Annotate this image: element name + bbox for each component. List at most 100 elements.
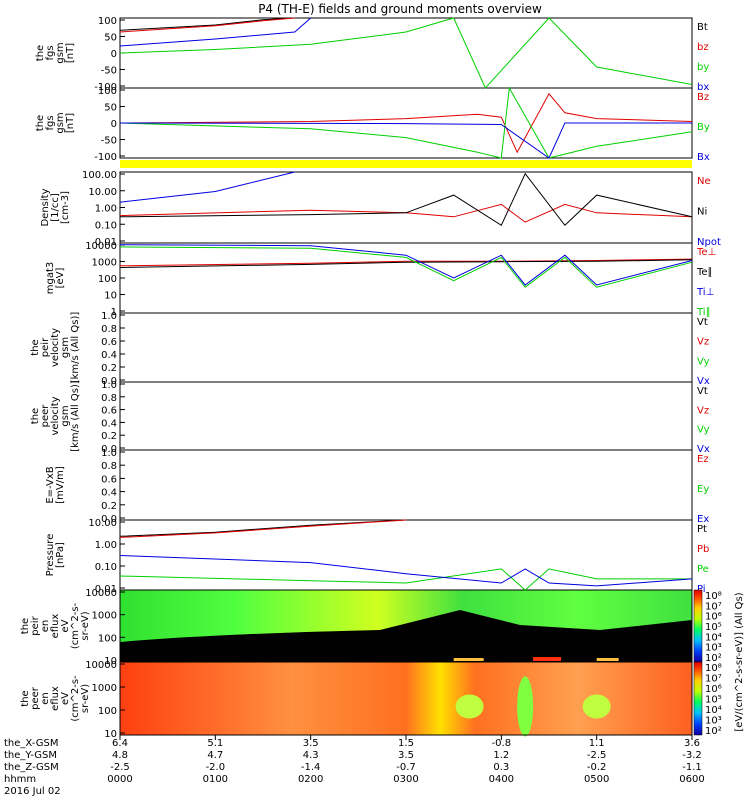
ytick-label: -50 bbox=[101, 136, 117, 147]
ytick-label: 100 bbox=[98, 16, 117, 27]
ytick-label: -100 bbox=[94, 82, 117, 93]
panel-frame-p8 bbox=[119, 519, 693, 591]
trace-Ti∥ bbox=[119, 246, 693, 288]
colorbar-tick: 10⁴ bbox=[705, 705, 722, 716]
ylabel-line: fgs bbox=[45, 45, 56, 60]
ylabel-line: (cm^2-s- bbox=[70, 602, 81, 649]
legend-Bx: Bx bbox=[697, 152, 710, 163]
bottom-value: 4.3 bbox=[303, 750, 319, 761]
ytick-label: 1000 bbox=[92, 683, 117, 694]
legend-by: by bbox=[697, 62, 709, 73]
bottom-value: 3.5 bbox=[398, 750, 414, 761]
ytick-label: 0 bbox=[111, 49, 117, 60]
ylabel-line: gsm bbox=[60, 337, 71, 358]
bottom-value: 0200 bbox=[298, 774, 323, 785]
legend-bz: bz bbox=[697, 42, 709, 53]
bottom-value: 0100 bbox=[203, 774, 228, 785]
ytick-label: 1.0 bbox=[101, 448, 117, 459]
ytick-label: 0.10 bbox=[95, 220, 117, 231]
trace-Ti⊥ bbox=[119, 244, 693, 286]
bottom-value: 6.4 bbox=[112, 738, 128, 749]
bottom-value: -1.1 bbox=[682, 762, 702, 773]
ylabel-line: eflux bbox=[50, 686, 61, 711]
ylabel-line: Density bbox=[40, 188, 51, 226]
bottom-value: -0.7 bbox=[396, 762, 416, 773]
bottom-value: 0.3 bbox=[493, 762, 509, 773]
bottom-row-label: 2016 Jul 02 bbox=[4, 786, 61, 797]
trace-Pi bbox=[119, 555, 693, 587]
legend-Ni: Ni bbox=[697, 207, 707, 218]
ytick-label: 0.01 bbox=[95, 237, 117, 248]
bottom-value: -0.2 bbox=[587, 762, 607, 773]
legend-Ti⊥: Ti⊥ bbox=[696, 287, 714, 298]
ylabel-line: the bbox=[35, 45, 46, 61]
ytick-label: 1.00 bbox=[95, 540, 117, 551]
bottom-row-label: the_Y-GSM bbox=[4, 750, 57, 761]
ylabel-line: eV bbox=[60, 692, 71, 705]
ytick-label: 10000 bbox=[85, 241, 117, 252]
ytick-label: 1.0 bbox=[101, 311, 117, 322]
ylabel-line: peir bbox=[40, 337, 51, 357]
bottom-value: 5.1 bbox=[207, 738, 223, 749]
trace-Npot bbox=[119, 171, 295, 203]
trace-Ne bbox=[119, 203, 693, 223]
panel-frame-p1 bbox=[119, 17, 693, 89]
ytick-label: 0.8 bbox=[101, 461, 117, 472]
ytick-label: 1.00 bbox=[95, 204, 117, 215]
ytick-label: 0.0 bbox=[101, 514, 117, 525]
ylabel-line: eV bbox=[60, 619, 71, 632]
bottom-value: 4.8 bbox=[112, 750, 128, 761]
ylabel-line: [1/cc] bbox=[50, 193, 61, 222]
trace-by bbox=[119, 17, 693, 89]
bottom-row-label: hhmm bbox=[4, 774, 36, 785]
ytick-label: 1000 bbox=[92, 258, 117, 269]
trace-Bz bbox=[119, 92, 693, 154]
bottom-value: 0400 bbox=[489, 774, 514, 785]
trace-Bx bbox=[119, 122, 692, 159]
legend-Ez: Ez bbox=[697, 454, 709, 465]
bottom-value: -0.8 bbox=[492, 738, 512, 749]
peir-band-3 bbox=[596, 658, 619, 661]
colorbar-tick: 10⁸ bbox=[705, 663, 722, 674]
bottom-row-label: the_X-GSM bbox=[4, 738, 58, 749]
legend-Bz: Bz bbox=[697, 92, 709, 103]
data-traces bbox=[119, 17, 693, 591]
ytick-label: 0.4 bbox=[101, 488, 117, 499]
ytick-label: 100 bbox=[98, 633, 117, 644]
ytick-label: 10 bbox=[104, 656, 117, 667]
legends-group: BtbzbybxBzByBxNeNiNpotTe⊥Te∥Ti⊥Ti∥VtVzVy… bbox=[696, 22, 721, 595]
bottom-value: 3.6 bbox=[684, 738, 700, 749]
ytick-label: 100 bbox=[98, 706, 117, 717]
ylabel-line: [mV/m] bbox=[55, 466, 66, 504]
bottom-value: 0300 bbox=[393, 774, 418, 785]
ylabel-line: sr-eV) bbox=[80, 684, 91, 713]
ylabel-line: peer bbox=[40, 404, 51, 428]
trace-Pe bbox=[119, 568, 692, 591]
ylabel-line: the bbox=[30, 408, 41, 424]
peer-core-blob bbox=[517, 676, 534, 737]
ytick-label: -50 bbox=[101, 66, 117, 77]
bottom-row-label: the_Z-GSM bbox=[4, 762, 59, 773]
legend-Pb: Pb bbox=[697, 544, 709, 555]
ytick-label: 10.00 bbox=[88, 518, 117, 529]
colorbar-tick: 10³ bbox=[705, 643, 722, 654]
ylabel-line: the bbox=[35, 115, 46, 131]
panel-frame-p3 bbox=[119, 171, 693, 244]
trace-bz bbox=[119, 17, 295, 33]
colorbar-tick: 10² bbox=[705, 653, 722, 664]
ytick-label: 100 bbox=[98, 86, 117, 97]
trace-bx bbox=[119, 17, 312, 47]
ytick-label: 0.2 bbox=[101, 363, 117, 374]
ylabel-line: [eV] bbox=[55, 268, 66, 289]
ytick-label: 1 bbox=[111, 307, 117, 318]
legend-Vt: Vt bbox=[697, 317, 708, 328]
ytick-label: 0.4 bbox=[101, 350, 117, 361]
bottom-value: 3.5 bbox=[303, 738, 319, 749]
peir-band-2 bbox=[533, 657, 562, 661]
peir-low-energy-black bbox=[120, 610, 692, 662]
bottom-value: -2.5 bbox=[110, 762, 130, 773]
colorbar-cb1 bbox=[693, 589, 703, 663]
ylabel-line: [cm-3] bbox=[60, 191, 71, 224]
ylabel-line: eflux bbox=[50, 614, 61, 639]
